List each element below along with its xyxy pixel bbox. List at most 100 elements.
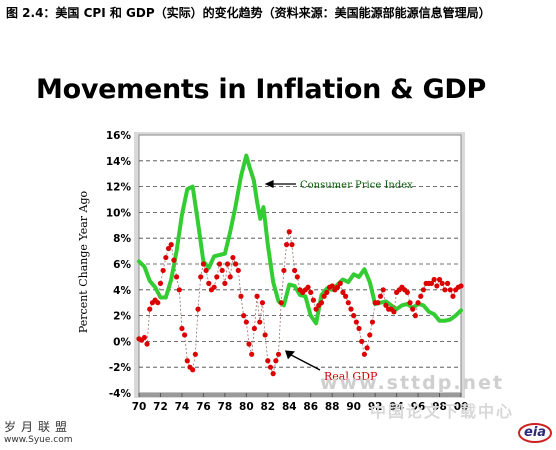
gdp-point: [182, 332, 188, 338]
gdp-point: [211, 284, 217, 290]
x-tick-label: 76: [196, 401, 211, 413]
gdp-point: [442, 287, 448, 293]
gdp-point: [369, 319, 376, 325]
cpi-series: [137, 153, 463, 326]
x-tick-label: 82: [260, 401, 275, 413]
gdp-point: [281, 267, 287, 274]
gdp-point: [203, 267, 209, 274]
gdp-point: [364, 345, 370, 351]
figure-caption: 图 2.4：美国 CPI 和 GDP（实际）的变化趋势（资料来源：美国能源部能源…: [6, 6, 491, 20]
x-axis-base: [139, 393, 461, 397]
x-tick-label: 00: [454, 401, 469, 413]
x-tick-label: 86: [303, 401, 318, 413]
gdp-point: [168, 242, 174, 248]
gdp-point: [190, 367, 196, 373]
gdp-point: [367, 332, 373, 338]
site-logo-text: 岁月联盟: [4, 420, 73, 434]
gdp-point: [351, 313, 357, 319]
gdp-annotation-label: Real GDP: [324, 370, 378, 383]
y-tick-label: -2%: [109, 362, 132, 374]
y-tick-label: 8%: [113, 233, 131, 245]
x-tick-label: 90: [346, 401, 361, 413]
gdp-point: [377, 293, 384, 299]
y-tick-label: 2%: [113, 311, 131, 323]
gdp-point: [246, 341, 252, 347]
x-tick-label: 96: [411, 401, 426, 413]
gdp-point: [192, 351, 198, 357]
gdp-point: [380, 287, 386, 293]
gdp-point: [200, 261, 206, 267]
y-tick-label: 14%: [106, 156, 132, 168]
watermark-cn: 中国论文下载中心: [370, 402, 515, 421]
gdp-point: [305, 284, 311, 290]
gdp-point: [391, 309, 397, 315]
gdp-point: [418, 293, 424, 299]
gdp-point: [155, 300, 161, 306]
gdp-point: [265, 358, 271, 364]
gdp-point: [292, 267, 298, 274]
gdp-point: [184, 358, 190, 364]
gdp-point: [198, 274, 204, 280]
gdp-point: [241, 313, 247, 319]
gdp-point: [412, 313, 418, 319]
gdp-point: [267, 364, 274, 370]
gdp-point: [407, 300, 413, 306]
gdp-point: [147, 306, 153, 312]
gdp-point: [324, 289, 330, 295]
gdp-point: [219, 267, 225, 274]
gdp-arrow-head: [284, 350, 295, 360]
y-tick-label: 12%: [106, 182, 132, 194]
gdp-point: [375, 300, 381, 306]
x-axis-ticks: 70 72 74 76 78 80 82 84 86 88 90 92 94 96 98 00: [132, 393, 469, 413]
gdp-point: [294, 274, 300, 280]
gdp-point: [275, 351, 282, 357]
gdp-point: [356, 325, 362, 332]
gdp-point: [310, 297, 317, 303]
gdp-point: [439, 280, 445, 286]
gdp-point: [249, 351, 255, 357]
y-axis-ticks: -4% -2% 0% 2% 4% 6% 8% 10% 12% 14% 16%: [106, 130, 132, 400]
gdp-point: [262, 332, 268, 338]
gdp-point: [447, 287, 453, 293]
gdp-point: [444, 280, 451, 286]
gdp-point: [410, 306, 416, 312]
gdp-point: [420, 287, 427, 293]
x-tick-label: 70: [132, 401, 147, 413]
gdp-point: [227, 274, 233, 280]
gdp-point: [171, 257, 177, 263]
gdp-point: [313, 306, 319, 312]
y-tick-label: 16%: [106, 130, 132, 142]
eia-logo: eia: [518, 422, 552, 444]
gdp-point: [278, 300, 284, 306]
x-tick-label: 80: [239, 401, 254, 413]
gdp-point: [233, 261, 239, 267]
gdp-point: [179, 325, 185, 332]
x-tick-label: 88: [325, 401, 340, 413]
gdp-point: [176, 287, 182, 293]
gdp-point: [458, 283, 464, 289]
gdp-point: [283, 242, 290, 248]
gdp-point: [238, 293, 244, 299]
gdp-point: [318, 300, 325, 306]
gdp-point: [222, 280, 228, 286]
gdp-point: [254, 293, 260, 299]
gdp-point: [230, 254, 236, 261]
gdp-point: [428, 280, 435, 286]
y-tick-label: -4%: [109, 388, 132, 400]
gdp-point: [334, 284, 341, 290]
gdp-point: [289, 242, 295, 248]
gdp-point: [436, 276, 443, 283]
gdp-point: [160, 267, 166, 274]
gdp-point: [206, 280, 212, 286]
gdp-point: [450, 293, 456, 299]
chart-title: Movements in Inflation & GDP: [36, 74, 486, 105]
watermark-url: www.sttdp.net: [320, 372, 505, 394]
gdp-point: [157, 280, 164, 286]
gdp-point: [224, 261, 231, 267]
site-logo-url: www.Syue.com: [4, 435, 73, 445]
x-tick-label: 74: [175, 401, 190, 413]
gdp-point: [404, 289, 410, 295]
y-tick-label: 6%: [113, 259, 131, 271]
gdp-point: [144, 341, 150, 347]
plot-frame: [134, 132, 465, 398]
